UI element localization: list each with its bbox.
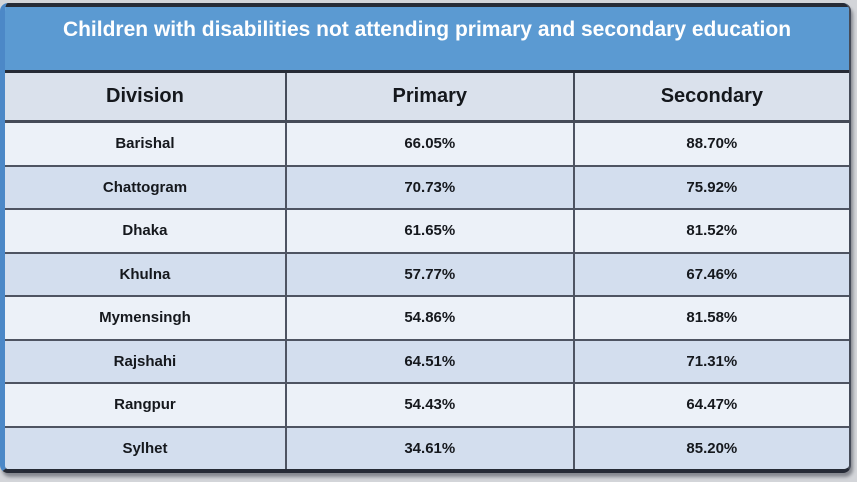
secondary-cell: 88.70% (686, 135, 738, 153)
table-header-row: Division Primary Secondary (5, 73, 849, 123)
division-cell: Dhaka (5, 210, 287, 252)
table-row-rajshahi: Rajshahi 64.51% 71.31% (5, 340, 849, 384)
table-row-khulna: Khulna 57.77% 67.46% (5, 253, 849, 297)
secondary-cell: 67.46% (686, 265, 738, 283)
primary-cell: 54.43% (287, 384, 575, 426)
table-row-barishal: Barishal 66.05% 88.70% (5, 123, 849, 167)
primary-cell: 66.05% (287, 123, 575, 165)
column-header-division: Division (5, 73, 287, 120)
table-row-rangpur: Rangpur 54.43% 64.47% (5, 384, 849, 428)
primary-cell: 70.73% (287, 166, 575, 208)
table-body: Barishal 66.05% 88.70% Chattogram 70.73%… (5, 123, 849, 469)
table-row-chattogram: Chattogram 70.73% 75.92% (5, 166, 849, 210)
division-cell: Barishal (5, 123, 287, 165)
primary-cell: 61.65% (287, 210, 575, 252)
column-header-secondary: Secondary (660, 85, 763, 107)
column-header-primary: Primary (287, 73, 575, 120)
secondary-cell: 85.20% (686, 439, 738, 457)
secondary-cell: 75.92% (686, 178, 738, 196)
division-cell: Khulna (5, 253, 287, 295)
table-row-sylhet: Sylhet 34.61% 85.20% (5, 427, 849, 469)
table-row-mymensingh: Mymensingh 54.86% 81.58% (5, 297, 849, 341)
secondary-cell: 71.31% (686, 352, 738, 370)
table-row-dhaka: Dhaka 61.65% 81.52% (5, 210, 849, 254)
secondary-cell: 64.47% (686, 396, 738, 414)
division-cell: Sylhet (5, 427, 287, 469)
division-cell: Rajshahi (5, 340, 287, 382)
primary-cell: 54.86% (287, 297, 575, 339)
division-cell: Mymensingh (5, 297, 287, 339)
secondary-cell: 81.58% (686, 309, 738, 327)
primary-cell: 64.51% (287, 340, 575, 382)
secondary-cell: 81.52% (686, 222, 738, 240)
table-card: Children with disabilities not attending… (0, 3, 851, 473)
division-cell: Rangpur (5, 384, 287, 426)
primary-cell: 34.61% (287, 427, 575, 469)
division-cell: Chattogram (5, 166, 287, 208)
primary-cell: 57.77% (287, 253, 575, 295)
table-title: Children with disabilities not attending… (5, 3, 849, 73)
